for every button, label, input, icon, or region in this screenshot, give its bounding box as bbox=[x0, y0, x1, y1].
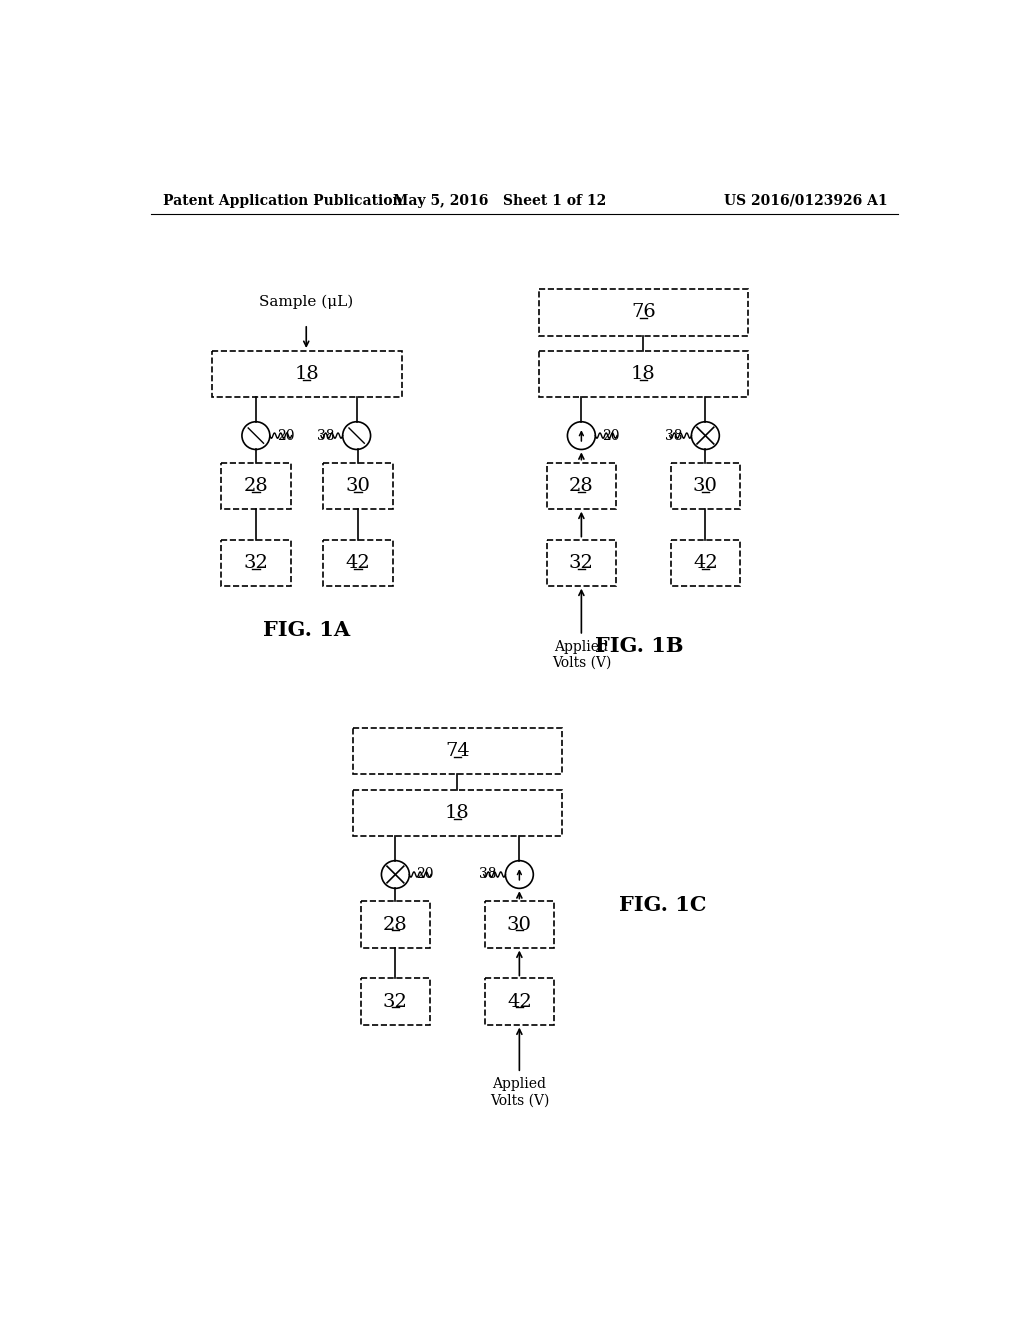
Text: 38: 38 bbox=[316, 429, 334, 442]
Bar bbox=[360, 902, 430, 948]
Bar bbox=[539, 351, 748, 397]
Text: 30: 30 bbox=[693, 477, 718, 495]
Bar bbox=[671, 462, 740, 508]
Text: 30: 30 bbox=[346, 477, 371, 495]
Text: Patent Application Publication: Patent Application Publication bbox=[163, 194, 402, 207]
Text: 76: 76 bbox=[631, 304, 655, 321]
Circle shape bbox=[691, 422, 719, 450]
Circle shape bbox=[343, 422, 371, 450]
Text: 42: 42 bbox=[507, 993, 531, 1011]
Text: 20: 20 bbox=[602, 429, 620, 442]
Text: 28: 28 bbox=[383, 916, 408, 933]
Bar bbox=[547, 540, 616, 586]
Bar bbox=[352, 789, 562, 836]
Text: FIG. 1B: FIG. 1B bbox=[595, 636, 684, 656]
Bar bbox=[221, 540, 291, 586]
Bar bbox=[539, 289, 748, 335]
Text: 32: 32 bbox=[569, 553, 594, 572]
Text: 42: 42 bbox=[693, 553, 718, 572]
Text: 20: 20 bbox=[276, 429, 294, 442]
Text: Applied
Volts (V): Applied Volts (V) bbox=[489, 1077, 549, 1107]
Text: 28: 28 bbox=[569, 477, 594, 495]
Bar bbox=[324, 540, 393, 586]
Bar bbox=[221, 462, 291, 508]
Text: FIG. 1A: FIG. 1A bbox=[263, 620, 350, 640]
Bar bbox=[547, 462, 616, 508]
Text: 38: 38 bbox=[479, 867, 497, 882]
Text: 18: 18 bbox=[445, 804, 470, 822]
Circle shape bbox=[381, 861, 410, 888]
Text: 18: 18 bbox=[631, 366, 655, 383]
Text: 32: 32 bbox=[383, 993, 408, 1011]
Bar bbox=[484, 978, 554, 1024]
Text: 20: 20 bbox=[417, 867, 434, 882]
Circle shape bbox=[567, 422, 595, 450]
Text: Applied
Volts (V): Applied Volts (V) bbox=[552, 640, 611, 669]
Text: May 5, 2016   Sheet 1 of 12: May 5, 2016 Sheet 1 of 12 bbox=[393, 194, 606, 207]
Text: Sample (μL): Sample (μL) bbox=[259, 294, 353, 309]
Text: 30: 30 bbox=[507, 916, 531, 933]
Text: FIG. 1C: FIG. 1C bbox=[618, 895, 707, 915]
Text: 42: 42 bbox=[346, 553, 371, 572]
Bar bbox=[671, 540, 740, 586]
Circle shape bbox=[506, 861, 534, 888]
Bar bbox=[484, 902, 554, 948]
Text: 18: 18 bbox=[294, 366, 319, 383]
Text: 38: 38 bbox=[666, 429, 683, 442]
Text: 74: 74 bbox=[445, 742, 470, 760]
Text: 28: 28 bbox=[244, 477, 268, 495]
Circle shape bbox=[242, 422, 270, 450]
Text: US 2016/0123926 A1: US 2016/0123926 A1 bbox=[724, 194, 888, 207]
Bar bbox=[360, 978, 430, 1024]
Bar bbox=[212, 351, 401, 397]
Bar bbox=[324, 462, 393, 508]
Text: 32: 32 bbox=[244, 553, 268, 572]
Bar bbox=[352, 729, 562, 775]
